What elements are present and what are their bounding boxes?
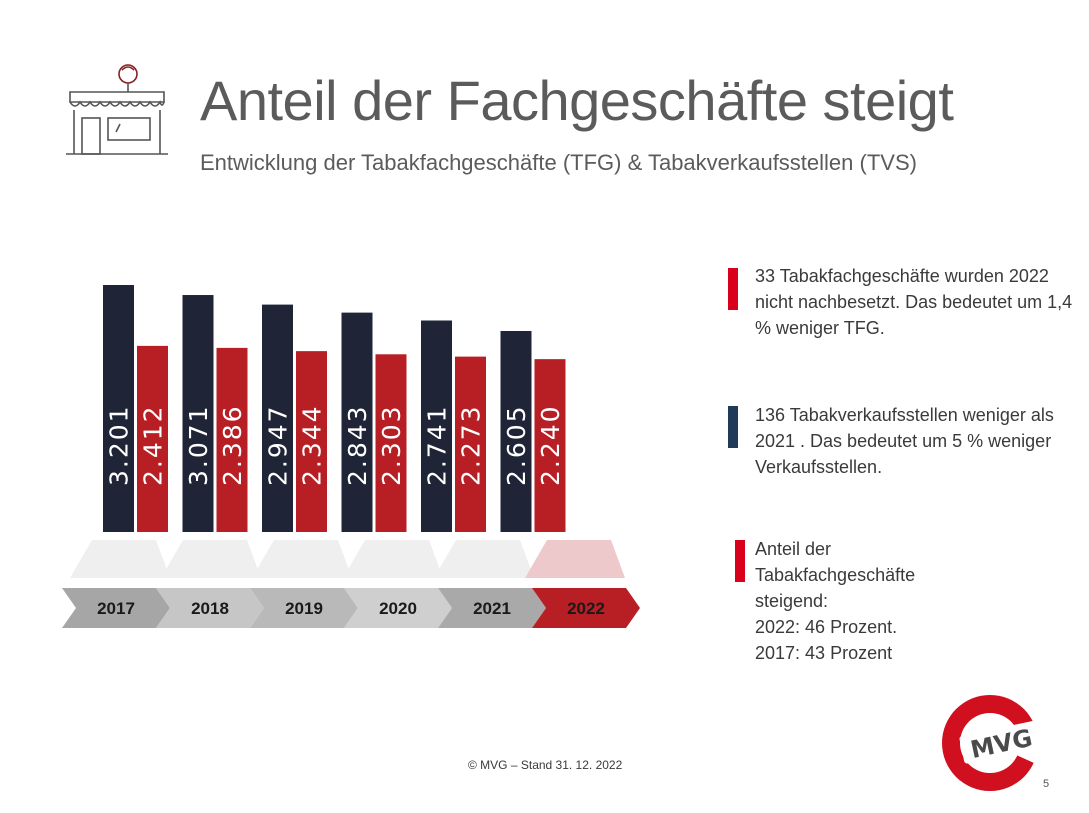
- x-tick-label: 2022: [567, 599, 605, 618]
- bar-value-label: 2.605: [502, 404, 531, 486]
- x-tick-label: 2019: [285, 599, 323, 618]
- bar-chart: 3.201 2.412 3.071 2.386 2.947 2.344 2.843 2.303…: [62, 285, 640, 628]
- note-share-line: 2017: 43 Prozent: [755, 643, 893, 663]
- bar: [216, 347, 248, 532]
- floor-tile: [525, 540, 625, 578]
- timeline-arrow: [62, 588, 170, 628]
- bar: [375, 354, 407, 532]
- x-tick-label: 2021: [473, 599, 511, 618]
- bar-value-label: 3.071: [184, 404, 213, 486]
- bar: [137, 345, 168, 532]
- floor-tile: [434, 540, 534, 578]
- floor-tile: [343, 540, 443, 578]
- note-share: Anteil der Tabakfachgeschäfte steigend: …: [755, 536, 1075, 666]
- bar: [296, 351, 327, 532]
- bar: [455, 356, 486, 532]
- mvg-logo: MVG: [942, 695, 1045, 791]
- bar-value-label: 3.201: [105, 404, 134, 486]
- bar: [500, 330, 532, 532]
- bar: [262, 304, 293, 532]
- bar-value-label: 2.741: [423, 404, 452, 486]
- note-share-line: Tabakfachgeschäfte: [755, 565, 916, 585]
- bar-value-label: 2.273: [457, 404, 486, 486]
- timeline-arrow: [156, 588, 264, 628]
- bar-value-label: 2.344: [298, 404, 327, 486]
- floor-tile: [161, 540, 261, 578]
- bar-value-label: 2.947: [264, 404, 293, 486]
- page-title: Anteil der Fachgeschäfte steigt: [200, 69, 954, 132]
- note-share-line: 2022: 46 Prozent.: [755, 617, 898, 637]
- bar-value-label: 2.843: [343, 404, 372, 486]
- bar-value-label: 2.386: [218, 404, 247, 486]
- x-tick-label: 2020: [379, 599, 417, 618]
- bar: [103, 285, 134, 532]
- bar: [341, 312, 373, 532]
- floor-tile: [252, 540, 352, 578]
- bar: [182, 295, 214, 532]
- page-subtitle: Entwicklung der Tabakfachgeschäfte (TFG)…: [200, 150, 917, 175]
- note-tvs: 136 Tabakverkaufsstellen weniger als 202…: [755, 405, 1054, 477]
- timeline-arrow: [250, 588, 358, 628]
- bar-value-label: 2.412: [139, 404, 168, 486]
- bar-value-label: 2.303: [377, 404, 406, 486]
- timeline-arrow: [532, 588, 640, 628]
- note-tfg: 33 Tabakfachgeschäfte wurden 2022 nicht …: [755, 266, 1073, 338]
- timeline-arrow: [438, 588, 546, 628]
- note-share-line: steigend:: [755, 591, 829, 611]
- bar-value-label: 2.240: [536, 404, 565, 486]
- page-number: 5: [1043, 778, 1050, 790]
- note-marker: [728, 406, 738, 448]
- shop-icon: [66, 64, 168, 155]
- timeline-arrow: [344, 588, 452, 628]
- footer-text: © MVG – Stand 31. 12. 2022: [468, 758, 623, 772]
- x-tick-label: 2018: [191, 599, 229, 618]
- bar: [534, 359, 566, 532]
- note-share-line: Anteil der: [755, 539, 832, 559]
- x-tick-label: 2017: [97, 599, 135, 618]
- floor-tile: [70, 540, 170, 578]
- note-marker: [735, 540, 745, 582]
- note-marker: [728, 268, 738, 310]
- bar: [421, 320, 452, 532]
